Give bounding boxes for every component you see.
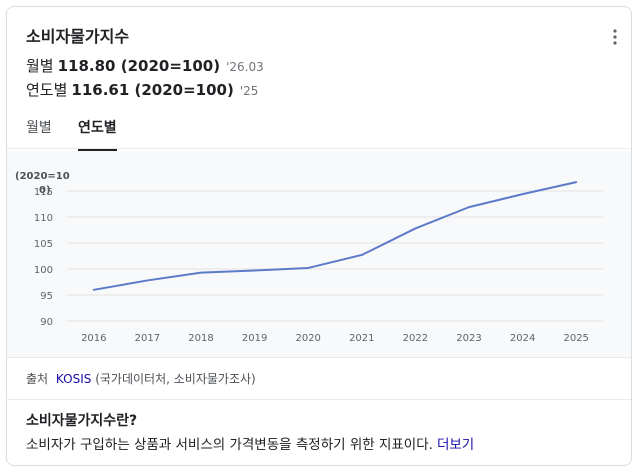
x-tick-label: 2023 xyxy=(456,333,481,344)
period-tabs: 월별 연도별 xyxy=(7,111,631,151)
card-title: 소비자물가지수 xyxy=(26,27,130,46)
x-tick-label: 2020 xyxy=(295,333,320,344)
about-text: 소비자가 구입하는 상품과 서비스의 가격변동을 측정하기 위한 지표이다. 더보… xyxy=(26,433,474,453)
x-tick-label: 2017 xyxy=(135,333,160,344)
x-tick-label: 2024 xyxy=(510,333,535,344)
x-tick-label: 2022 xyxy=(403,333,428,344)
y-tick-label: 110 xyxy=(34,213,53,224)
source-prefix: 출처 xyxy=(26,372,49,386)
source-link[interactable]: KOSIS xyxy=(55,372,92,386)
monthly-value: 118.80 (2020=100) xyxy=(57,57,221,75)
cpi-card: 소비자물가지수 월별 118.80 (2020=100) '26.03 연도별 116… xyxy=(6,6,632,466)
source-detail: (국가데이터처, 소비자물가조사) xyxy=(95,372,256,386)
x-tick-label: 2025 xyxy=(563,333,588,344)
cpi-line-chart: (2020=10 0) 90 95 100 105 110 115 2016 2017 2018 20… xyxy=(15,171,603,344)
source-divider xyxy=(7,399,631,400)
y-axis-label: (2020=10 0) xyxy=(15,171,70,196)
y-tick-label: 95 xyxy=(40,291,53,302)
tabs-divider xyxy=(7,148,631,149)
yearly-label: 연도별 xyxy=(26,81,68,99)
chart-area: (2020=10 0) 90 95 100 105 110 115 2016 2017 2018 20… xyxy=(7,151,631,357)
monthly-label: 월별 xyxy=(26,57,54,75)
x-tick-label: 2016 xyxy=(81,333,106,344)
yearly-value: 116.61 (2020=100) xyxy=(71,81,234,99)
monthly-row: 월별 118.80 (2020=100) '26.03 xyxy=(26,55,264,76)
x-tick-label: 2019 xyxy=(242,333,267,344)
y-tick-label: 115 xyxy=(34,187,53,198)
about-title: 소비자물가지수란? xyxy=(26,413,138,429)
y-tick-label: 100 xyxy=(34,265,53,276)
more-vertical-icon xyxy=(613,29,617,45)
y-tick-label: 105 xyxy=(34,239,53,250)
tab-yearly[interactable]: 연도별 xyxy=(78,117,117,151)
yearly-row: 연도별 116.61 (2020=100) '25 xyxy=(26,79,258,100)
x-tick-label: 2021 xyxy=(349,333,374,344)
cpi-series-line xyxy=(92,181,578,291)
y-tick-label: 90 xyxy=(40,317,53,328)
tab-monthly[interactable]: 월별 xyxy=(26,120,52,136)
more-link[interactable]: 더보기 xyxy=(436,437,475,453)
chart-divider xyxy=(7,357,631,358)
about-description: 소비자가 구입하는 상품과 서비스의 가격변동을 측정하기 위한 지표이다. xyxy=(26,437,433,453)
monthly-date: '26.03 xyxy=(226,60,264,74)
x-tick-label: 2018 xyxy=(188,333,213,344)
more-options-button[interactable] xyxy=(609,27,621,47)
source-line: 출처 KOSIS (국가데이터처, 소비자물가조사) xyxy=(26,370,256,387)
yearly-date: '25 xyxy=(239,84,259,98)
